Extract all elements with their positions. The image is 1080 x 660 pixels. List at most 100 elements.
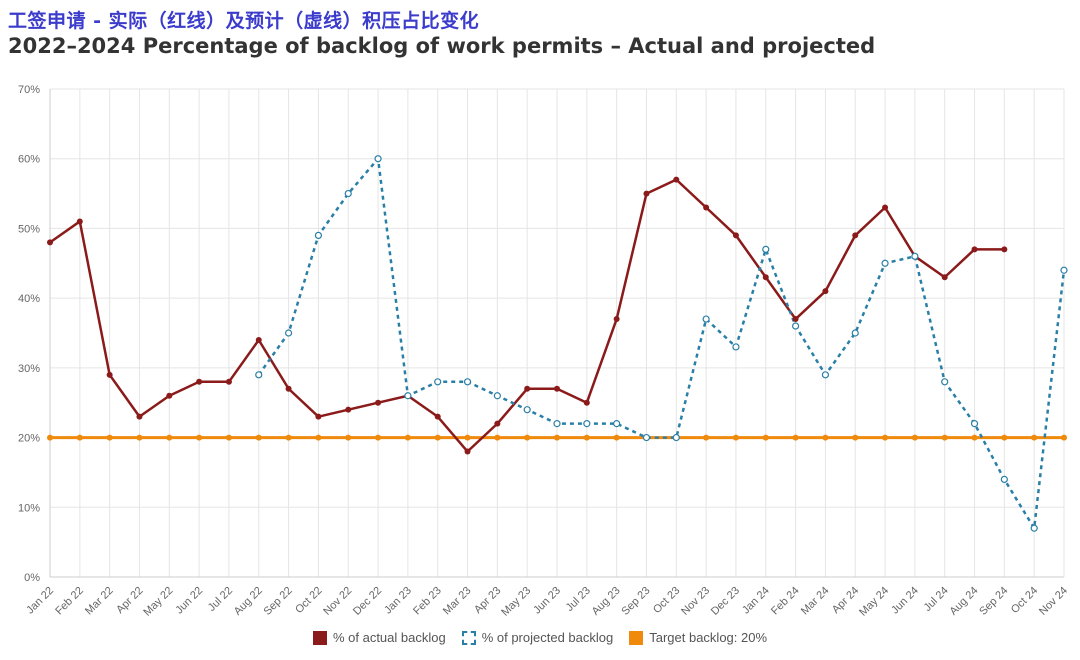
data-point-projected [404,392,412,400]
data-point-actual [225,378,232,385]
data-point-target [225,434,232,441]
data-point-target [285,434,292,441]
x-tick-label: Nov 24 [1037,585,1070,618]
data-point-projected [911,252,919,260]
data-point-projected [970,420,979,428]
data-point-target [166,434,173,441]
data-point-projected [463,378,472,386]
x-tick-label: Aug 24 [948,585,981,618]
data-point-actual [882,204,889,211]
x-tick-label: Apr 22 [114,585,145,616]
data-point-actual [166,392,173,399]
data-point-actual [822,288,829,295]
data-point-projected [1060,266,1068,274]
series-line-projected [257,157,1066,530]
data-point-projected [553,420,561,428]
data-point-target [464,434,471,441]
data-point-projected [613,420,621,428]
data-point-target [494,434,501,441]
data-point-actual [434,413,441,420]
data-point-target [583,434,590,441]
x-tick-label: Mar 22 [83,585,116,618]
data-point-actual [1001,246,1008,253]
x-tick-label: Jan 22 [24,585,56,617]
chart-legend: % of actual backlog % of projected backl… [0,630,1080,645]
data-point-target [375,434,382,441]
y-tick-label: 0% [24,572,40,584]
chart-title-english: 2022–2024 Percentage of backlog of work … [8,34,876,58]
data-point-actual [613,316,620,323]
data-point-actual [941,274,948,281]
data-point-projected [821,371,830,379]
data-point-actual [375,399,382,406]
x-tick-label: Mar 24 [799,585,832,618]
data-point-projected [493,392,501,400]
data-point-target [315,434,322,441]
x-tick-label: Oct 24 [1009,585,1040,616]
y-tick-label: 70% [18,84,40,96]
data-point-projected [642,433,651,442]
data-point-target [882,434,889,441]
y-tick-label: 20% [18,433,40,445]
data-point-projected [1030,524,1038,532]
x-tick-label: Apr 23 [472,585,503,616]
data-point-target [524,434,531,441]
x-tick-label: Jun 22 [173,585,205,617]
data-point-target [613,434,620,441]
y-tick-label: 30% [18,363,40,375]
data-point-actual [732,232,739,239]
data-point-projected [881,259,889,267]
legend-item-actual[interactable]: % of actual backlog [312,630,446,645]
y-tick-label: 60% [18,154,40,166]
x-tick-label: Oct 23 [651,585,682,616]
data-point-target [852,434,859,441]
chart-title-chinese: 工签申请 - 实际（红线）及预计（虚线）积压占比变化 [8,10,480,32]
x-tick-label: Sep 24 [977,585,1010,618]
data-point-target [47,434,53,441]
x-tick-label: Sep 23 [619,585,652,618]
legend-item-target[interactable]: Target backlog: 20% [629,630,767,645]
data-point-actual [315,413,322,420]
x-tick-label: Jun 24 [889,585,921,617]
x-tick-label: May 24 [857,585,891,619]
data-point-projected [583,420,591,428]
data-point-actual [136,413,143,420]
data-point-target [971,434,978,441]
data-point-target [732,434,739,441]
data-point-target [822,434,829,441]
data-point-actual [703,204,710,211]
data-point-projected [1000,475,1008,483]
data-point-target [196,434,203,441]
data-point-target [136,434,143,441]
x-tick-label: May 22 [141,585,175,619]
data-point-actual [285,385,292,392]
data-point-actual [673,176,680,183]
x-tick-label: Jan 23 [382,585,414,617]
data-point-target [703,434,710,441]
data-point-actual [494,420,501,427]
x-tick-label: Feb 22 [53,585,86,618]
data-point-actual [345,406,352,413]
data-point-actual [255,336,262,343]
data-point-actual [554,385,560,392]
legend-label-actual: % of actual backlog [332,630,446,645]
data-point-target [911,434,918,441]
data-point-projected [732,343,740,351]
legend-label-target: Target backlog: 20% [649,630,768,645]
data-point-actual [583,399,590,406]
x-tick-label: Dec 23 [709,585,742,618]
x-tick-label: May 23 [499,585,533,619]
data-point-target [792,434,799,441]
data-point-actual [47,239,53,246]
x-tick-label: Sep 22 [262,585,295,618]
data-point-projected [344,189,352,198]
x-tick-label: Oct 22 [293,585,324,616]
x-tick-label: Aug 22 [232,585,265,618]
x-tick-label: Mar 23 [441,585,474,618]
data-point-projected [762,245,770,253]
data-point-projected [791,322,800,330]
data-point-actual [792,316,799,323]
legend-item-projected[interactable]: % of projected backlog [461,630,613,645]
data-point-actual [643,190,650,197]
